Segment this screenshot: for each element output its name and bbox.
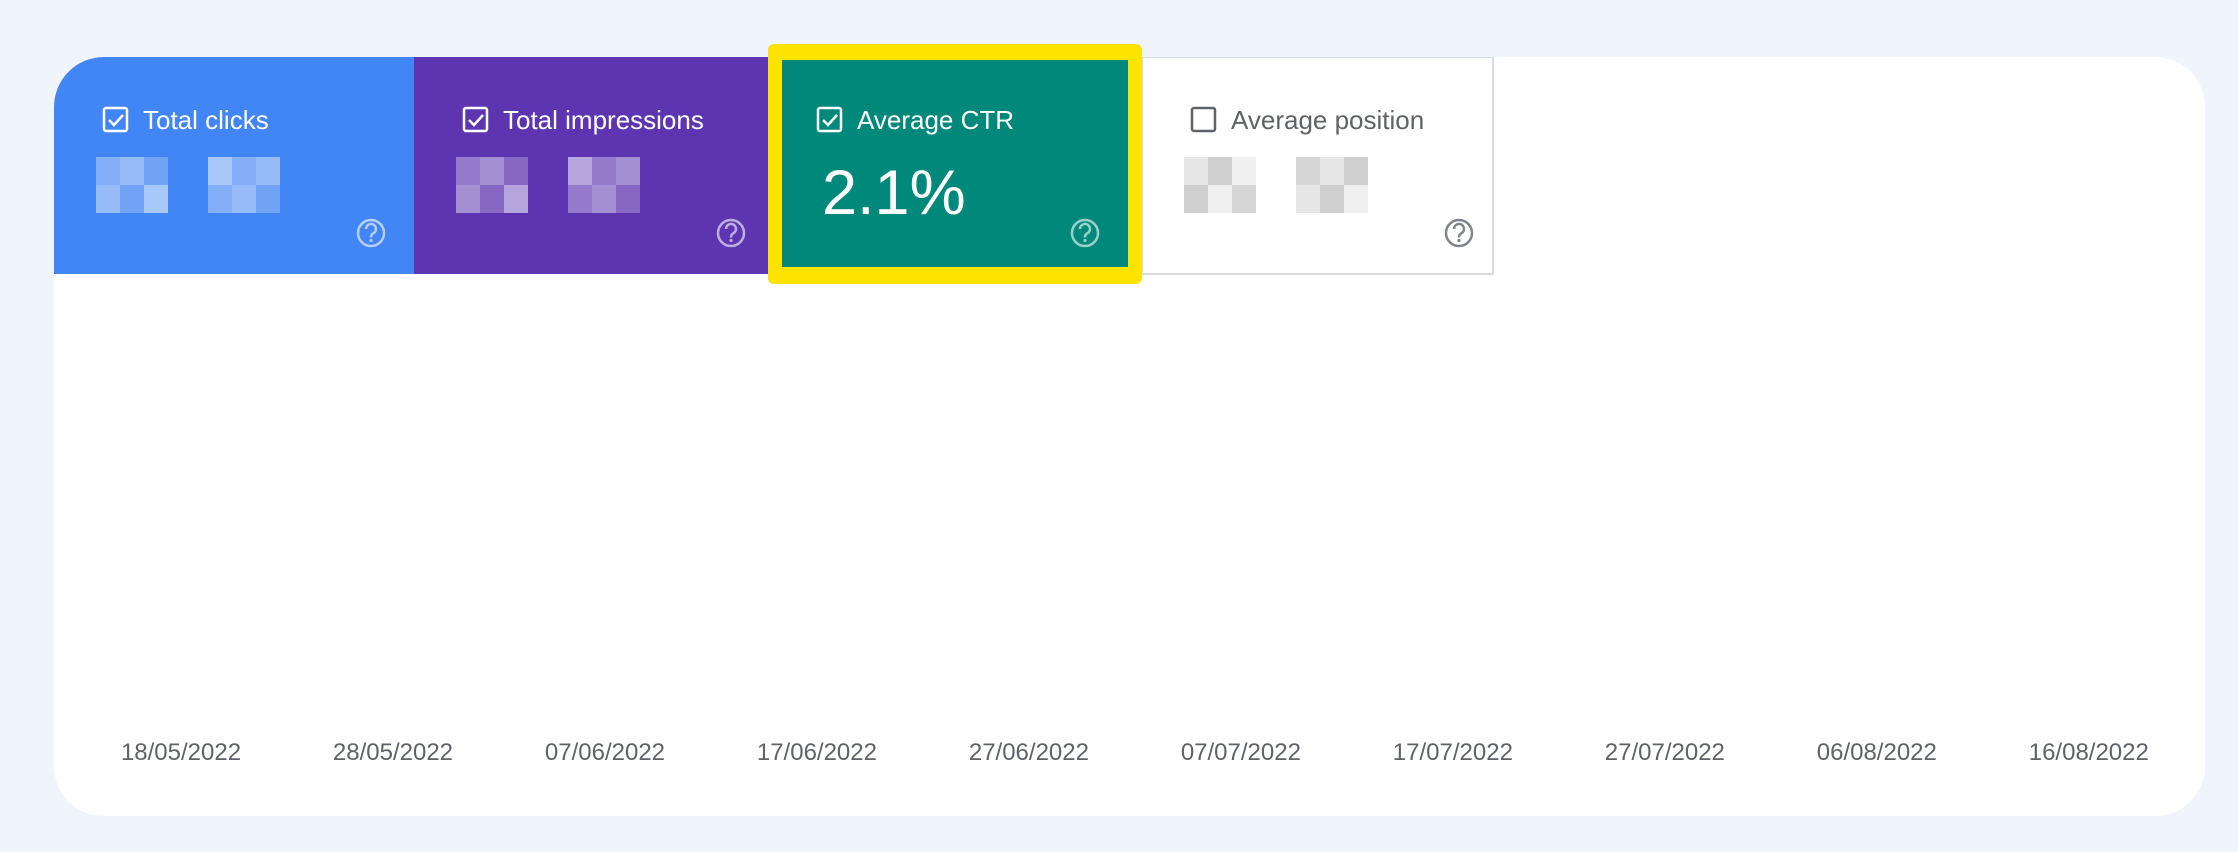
redacted-value (504, 185, 528, 213)
help-glyph (364, 222, 378, 238)
checkmark (822, 114, 838, 127)
x-tick-label: 16/08/2022 (2029, 739, 2149, 766)
redacted-value (568, 185, 592, 213)
redacted-value (144, 185, 168, 213)
help-icon[interactable] (1444, 218, 1474, 248)
redacted-value (592, 157, 616, 185)
redacted-value (1344, 157, 1368, 185)
redacted-value (1296, 157, 1320, 185)
redacted-value (1344, 185, 1368, 213)
metric-tab[interactable]: Average position (1141, 57, 1494, 275)
redacted-value (456, 157, 480, 185)
checkbox[interactable] (462, 106, 489, 133)
redacted-value (480, 157, 504, 185)
help-glyph (724, 222, 738, 238)
redacted-value (1232, 185, 1256, 213)
redacted-value (120, 185, 144, 213)
x-tick-label: 18/05/2022 (121, 739, 241, 766)
metric-tab[interactable]: Total impressions (414, 57, 768, 274)
x-tick-label: 06/08/2022 (1817, 739, 1937, 766)
redacted-value (208, 157, 232, 185)
redacted-value (208, 185, 232, 213)
highlight-layer: Average CTR 2.1% (768, 44, 1142, 284)
x-tick-label: 07/07/2022 (1181, 739, 1301, 766)
redacted-value (96, 185, 120, 213)
x-tick-label: 27/07/2022 (1605, 739, 1725, 766)
checkbox[interactable] (816, 106, 843, 133)
tab-label: Total impressions (503, 105, 704, 135)
x-tick-label: 17/06/2022 (757, 739, 877, 766)
x-tick-label: 27/06/2022 (969, 739, 1089, 766)
checkbox[interactable] (1190, 106, 1217, 133)
redacted-value (1232, 157, 1256, 185)
redacted-value (232, 157, 256, 185)
redacted-value (256, 157, 280, 185)
tab-label: Average position (1231, 105, 1424, 135)
redacted-value (1184, 185, 1208, 213)
redacted-value (1320, 157, 1344, 185)
redacted-value (120, 157, 144, 185)
x-tick-label: 07/06/2022 (545, 739, 665, 766)
redacted-value (256, 185, 280, 213)
redacted-value (232, 185, 256, 213)
help-dot (1457, 238, 1461, 243)
redacted-value (456, 185, 480, 213)
help-dot (729, 238, 733, 243)
help-icon[interactable] (1070, 218, 1100, 248)
x-tick-label: 28/05/2022 (333, 739, 453, 766)
redacted-value (616, 157, 640, 185)
tab-label: Total clicks (143, 105, 269, 135)
help-icon[interactable] (356, 218, 386, 248)
tab-value: 2.1% (822, 158, 966, 228)
redacted-value (1208, 157, 1232, 185)
help-glyph (1452, 222, 1466, 238)
help-circle (716, 218, 746, 248)
checkmark (108, 114, 124, 127)
redacted-value (1296, 185, 1320, 213)
redacted-value (616, 185, 640, 213)
tab-background (782, 60, 1128, 267)
metric-tab[interactable]: Average CTR 2.1% (768, 44, 1142, 284)
redacted-value (96, 157, 120, 185)
checkbox[interactable] (102, 106, 129, 133)
help-dot (369, 238, 373, 243)
line-chart: 18/05/2022 28/05/2022 07/06/2022 17/06/2022… (121, 739, 2149, 766)
redacted-value (592, 185, 616, 213)
help-circle (356, 218, 386, 248)
redacted-value (1208, 185, 1232, 213)
help-icon[interactable] (716, 218, 746, 248)
metric-tabs: Total clicks Total impressions Average pos… (54, 57, 1494, 275)
metric-tab[interactable]: Total clicks (54, 57, 414, 274)
redacted-value (1184, 157, 1208, 185)
help-dot (1083, 238, 1087, 243)
redacted-value (1320, 185, 1344, 213)
help-circle (1444, 218, 1474, 248)
tab-background (54, 57, 414, 274)
redacted-value (144, 157, 168, 185)
help-circle (1070, 218, 1100, 248)
x-tick-label: 17/07/2022 (1393, 739, 1513, 766)
redacted-value (480, 185, 504, 213)
redacted-value (568, 157, 592, 185)
checkmark (468, 114, 484, 127)
redacted-value (504, 157, 528, 185)
tab-label: Average CTR (857, 105, 1014, 135)
help-glyph (1078, 222, 1092, 238)
